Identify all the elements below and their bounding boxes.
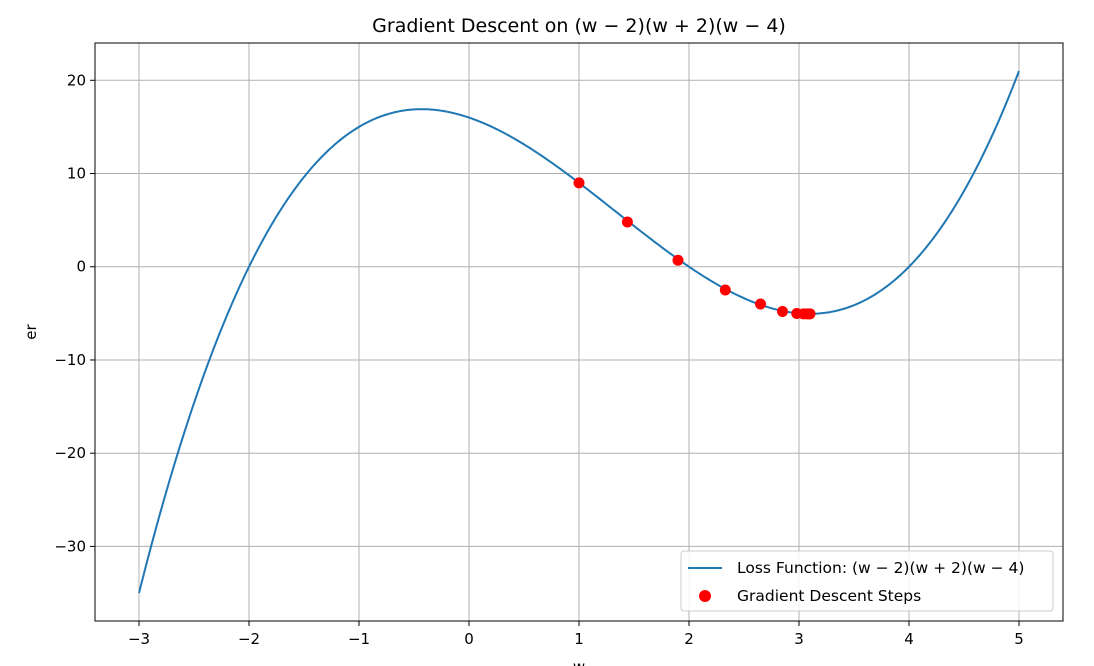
y-tick-label: 20: [67, 71, 86, 89]
x-ticks: −3 −2 −1 0 1 2 3 4 5: [128, 621, 1024, 648]
x-tick-label: −1: [348, 630, 370, 648]
legend: Loss Function: (w − 2)(w + 2)(w − 4) Gra…: [680, 550, 1054, 612]
x-tick-label: −2: [238, 630, 260, 648]
x-tick-label: 2: [684, 630, 694, 648]
legend-entry-loss-function: Loss Function: (w − 2)(w + 2)(w − 4): [737, 559, 1024, 577]
x-tick-label: 5: [1014, 630, 1024, 648]
x-tick-label: 0: [464, 630, 474, 648]
gradient-step-point: [804, 308, 816, 320]
gradient-step-point: [573, 177, 585, 189]
gradient-step-point: [719, 284, 731, 296]
gradient-step-point: [755, 298, 766, 310]
gradient-step-point: [621, 216, 633, 228]
x-tick-label: 1: [574, 630, 584, 648]
y-tick-label: −10: [54, 351, 86, 369]
plot-area: [138, 70, 1020, 594]
y-ticks: −30 −20 −10 0 10 20: [54, 71, 95, 555]
grid-lines: [95, 43, 1063, 621]
legend-box: [680, 550, 1054, 612]
y-tick-label: 0: [76, 258, 86, 276]
legend-entry-gradient-steps: Gradient Descent Steps: [737, 587, 921, 605]
y-tick-label: −30: [54, 537, 86, 555]
chart-title: Gradient Descent on (w − 2)(w + 2)(w − 4…: [372, 15, 786, 37]
x-tick-label: 3: [794, 630, 804, 648]
y-tick-label: 10: [67, 165, 86, 183]
axes-frame: [94, 42, 1064, 622]
legend-scatter-swatch: [699, 590, 711, 602]
gradient-step-point: [777, 305, 788, 317]
y-axis-label: er: [22, 323, 40, 339]
y-tick-label: −20: [54, 444, 86, 462]
gradient-step-point: [672, 254, 684, 266]
x-axis-label: w: [573, 658, 585, 666]
x-tick-label: −3: [128, 630, 150, 648]
x-tick-label: 4: [904, 630, 914, 648]
